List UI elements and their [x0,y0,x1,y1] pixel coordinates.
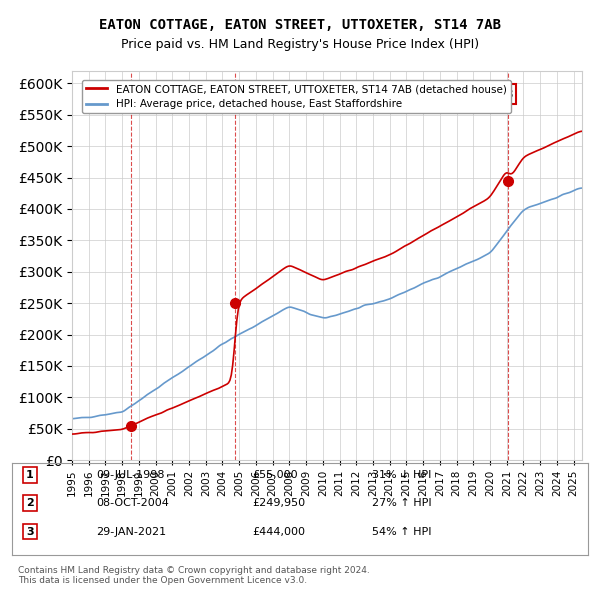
Text: 1: 1 [26,470,34,480]
Text: £249,950: £249,950 [252,499,305,508]
Text: EATON COTTAGE, EATON STREET, UTTOXETER, ST14 7AB: EATON COTTAGE, EATON STREET, UTTOXETER, … [99,18,501,32]
Text: 54% ↑ HPI: 54% ↑ HPI [372,527,431,536]
Text: Price paid vs. HM Land Registry's House Price Index (HPI): Price paid vs. HM Land Registry's House … [121,38,479,51]
Text: 09-JUL-1998: 09-JUL-1998 [96,470,164,480]
Text: 1: 1 [127,88,136,101]
Text: 31% ↓ HPI: 31% ↓ HPI [372,470,431,480]
Text: Contains HM Land Registry data © Crown copyright and database right 2024.: Contains HM Land Registry data © Crown c… [18,566,370,575]
Text: 2: 2 [231,88,240,101]
Text: 08-OCT-2004: 08-OCT-2004 [96,499,169,508]
Text: 3: 3 [26,527,34,536]
Legend: EATON COTTAGE, EATON STREET, UTTOXETER, ST14 7AB (detached house), HPI: Average : EATON COTTAGE, EATON STREET, UTTOXETER, … [82,80,511,113]
Text: This data is licensed under the Open Government Licence v3.0.: This data is licensed under the Open Gov… [18,576,307,585]
Text: £444,000: £444,000 [252,527,305,536]
Text: 29-JAN-2021: 29-JAN-2021 [96,527,166,536]
Text: 27% ↑ HPI: 27% ↑ HPI [372,499,431,508]
Text: 3: 3 [504,88,512,101]
Text: £55,000: £55,000 [252,470,298,480]
Text: 2: 2 [26,499,34,508]
